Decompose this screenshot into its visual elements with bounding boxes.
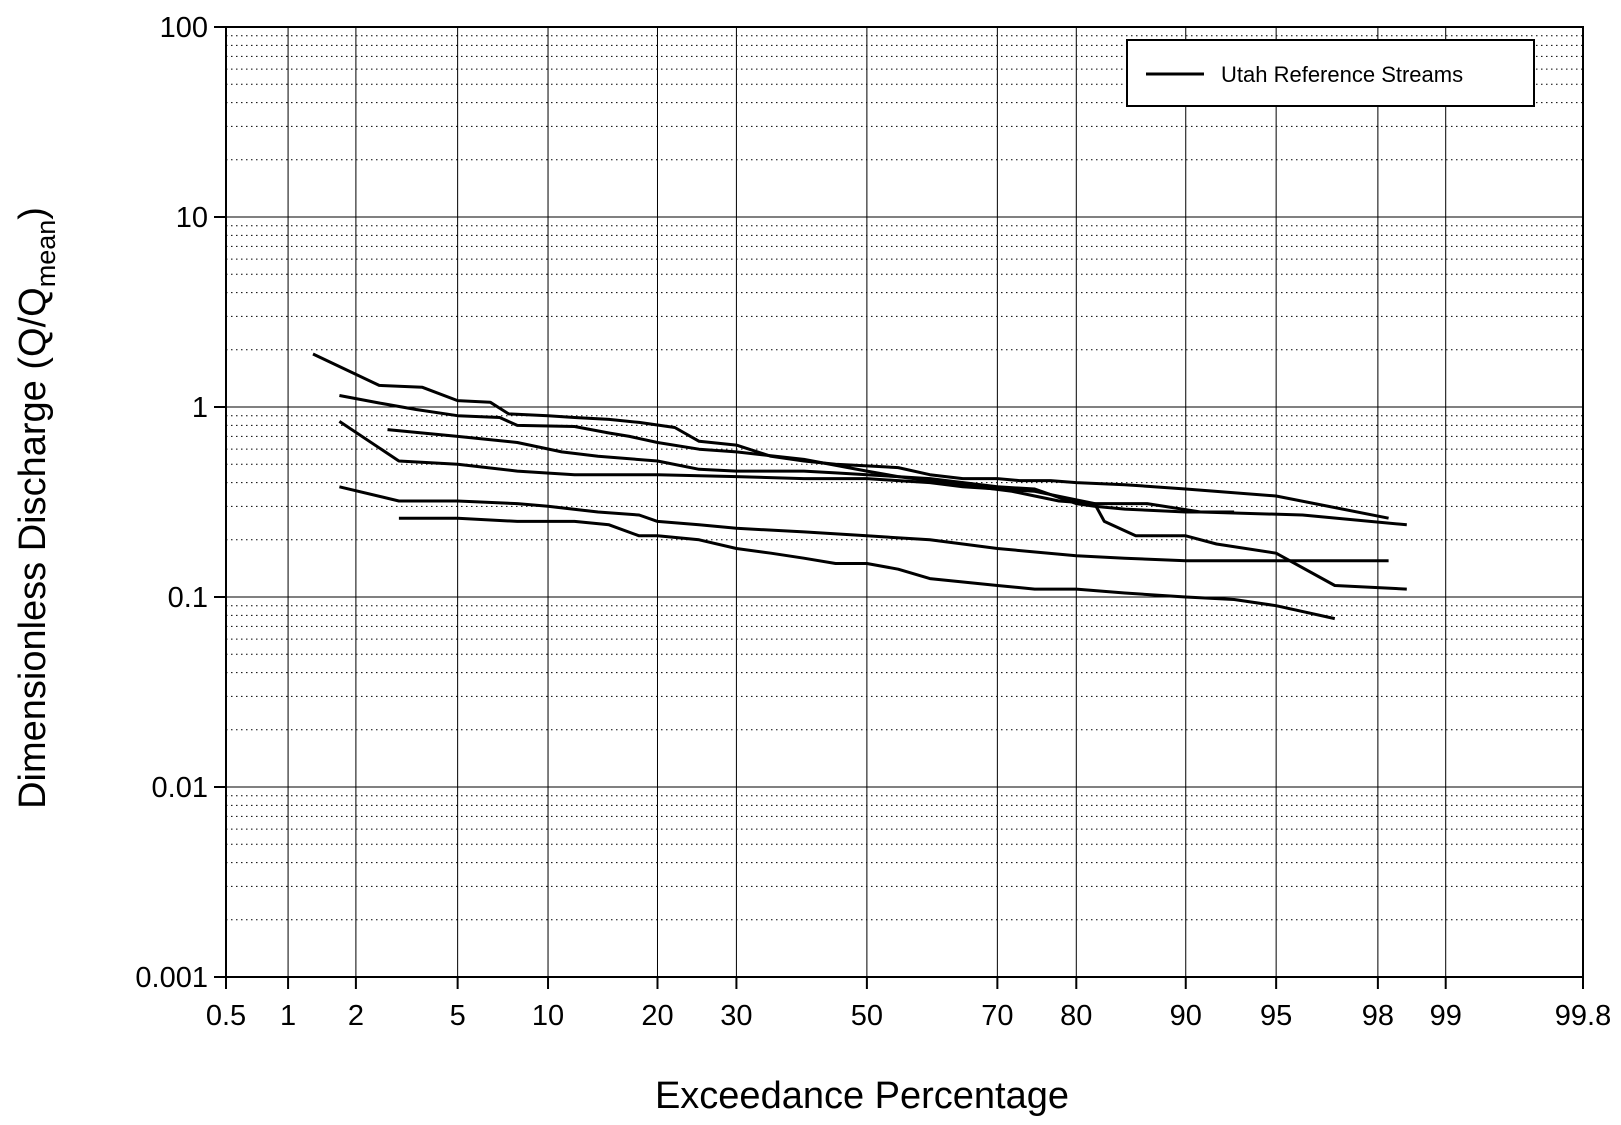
series-lines — [312, 352, 1407, 621]
series-line-6 — [398, 516, 1336, 621]
plot-frame — [225, 26, 1584, 978]
y-axis-title-main: Dimensionless Discharge (Q/Q — [12, 287, 54, 809]
legend: Utah Reference Streams — [1126, 39, 1535, 107]
legend-label: Utah Reference Streams — [1221, 62, 1463, 87]
x-tick-label: 95 — [1260, 1000, 1292, 1032]
y-axis-title-subscript: mean — [31, 220, 61, 288]
x-tick-label: 80 — [1060, 1000, 1092, 1032]
x-tick-label: 99.8 — [1555, 1000, 1611, 1032]
series-line-5 — [339, 485, 1389, 563]
x-axis-ticks: 0.5 1 2 5 10 20 30 50 70 80 90 95 98 99 99.8 — [206, 977, 1611, 1032]
x-tick-label: 98 — [1362, 1000, 1394, 1032]
y-axis-title-close: ) — [12, 207, 54, 220]
x-tick-label: 90 — [1170, 1000, 1202, 1032]
x-tick-label: 99 — [1430, 1000, 1462, 1032]
x-axis-title: Exceedance Percentage — [655, 1075, 1069, 1117]
x-tick-label: 0.5 — [206, 1000, 246, 1032]
series-line-3 — [387, 428, 1235, 514]
y-tick-label: 1 — [192, 392, 208, 424]
y-tick-label: 0.001 — [135, 962, 208, 994]
y-tick-label: 100 — [160, 12, 208, 44]
x-tick-label: 5 — [450, 1000, 466, 1032]
x-tick-label: 70 — [981, 1000, 1013, 1032]
x-tick-label: 1 — [280, 1000, 296, 1032]
series-line-4 — [338, 420, 1407, 591]
y-tick-label: 0.1 — [168, 582, 208, 614]
y-tick-label: 0.01 — [152, 772, 208, 804]
x-tick-label: 10 — [532, 1000, 564, 1032]
series-line-2 — [339, 394, 1407, 527]
y-axis-title: Dimensionless Discharge (Q/Qmean) — [12, 207, 61, 809]
x-tick-label: 30 — [720, 1000, 752, 1032]
y-tick-label: 10 — [176, 202, 208, 234]
y-axis-ticks: 0.001 0.01 0.1 1 10 100 — [135, 12, 226, 994]
x-tick-label: 50 — [851, 1000, 883, 1032]
x-tick-label: 2 — [348, 1000, 364, 1032]
x-tick-label: 20 — [641, 1000, 673, 1032]
